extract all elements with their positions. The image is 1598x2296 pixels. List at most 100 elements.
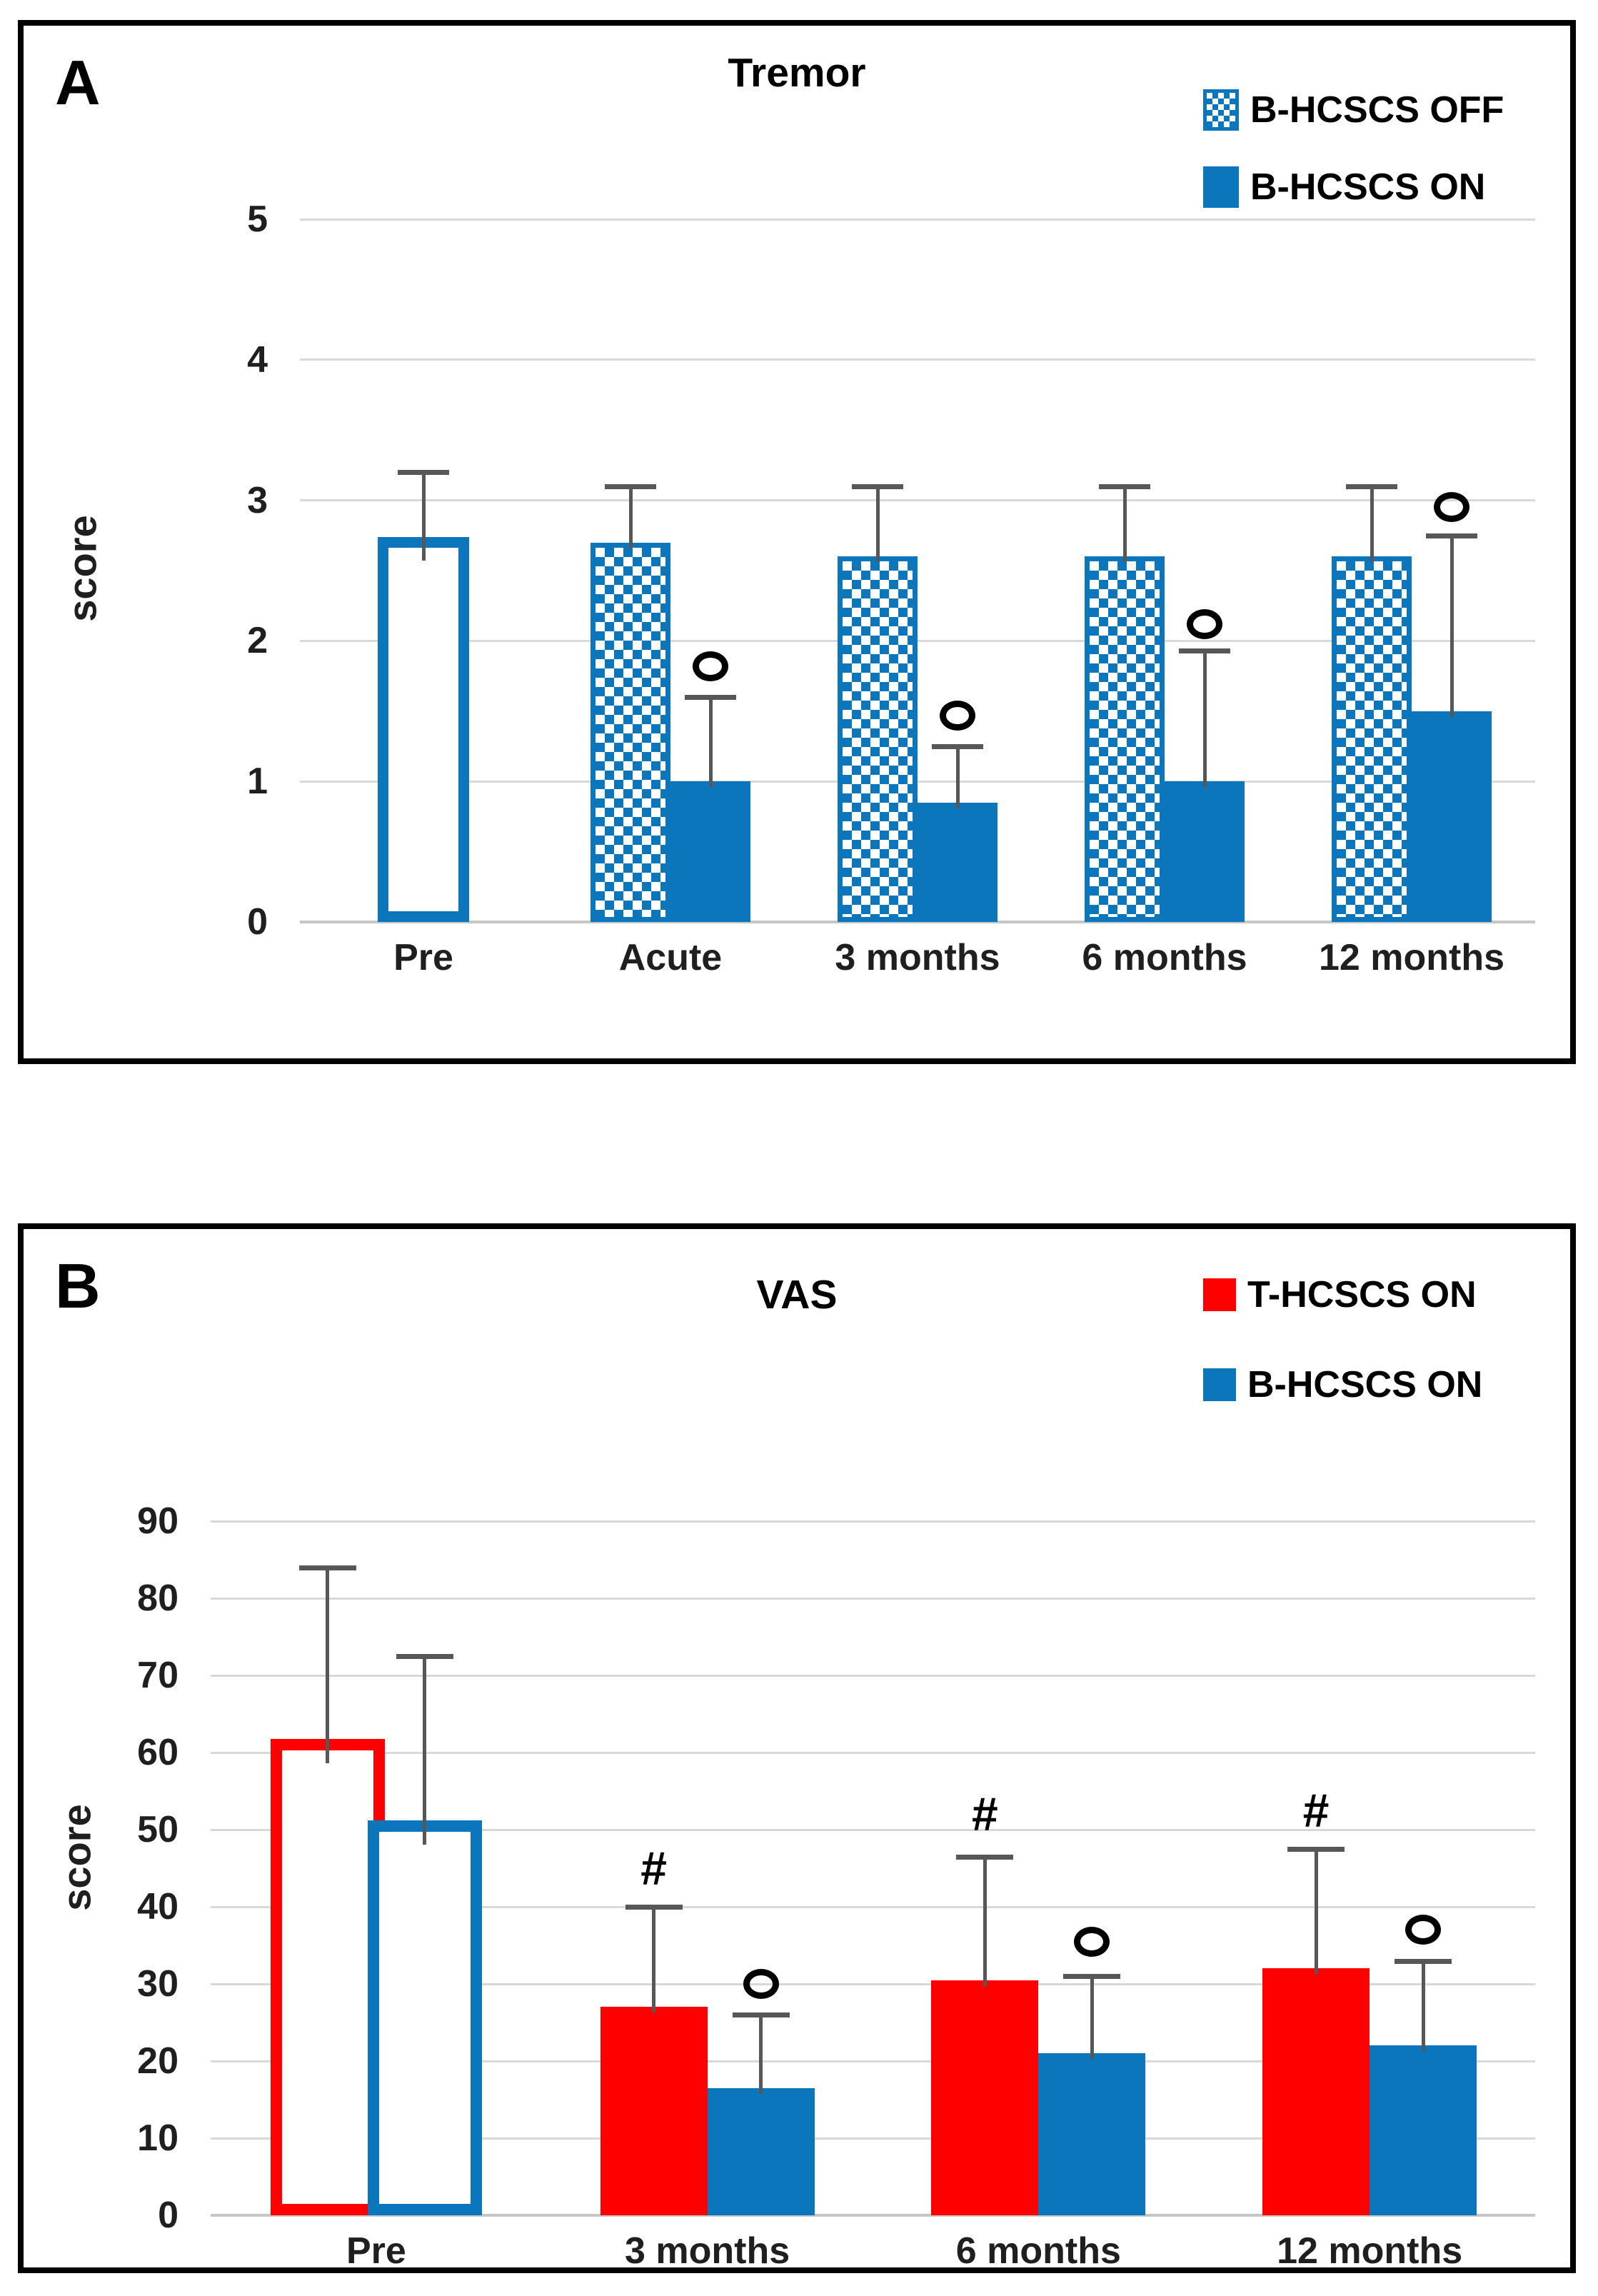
error-bar-cap	[732, 2012, 790, 2018]
error-bar	[423, 1656, 427, 1845]
error-bar-cap	[956, 1854, 1014, 1860]
error-bar	[1314, 1849, 1318, 1975]
bar-pre-baseline	[378, 537, 469, 922]
gridline	[211, 1597, 1535, 1600]
gridline	[211, 1674, 1535, 1677]
gridline	[211, 1520, 1535, 1523]
y-tick-label: 20	[137, 2040, 179, 2082]
bar-b-hcscs-on	[367, 1820, 482, 2215]
legend-item: B-HCSCS OFF	[1203, 87, 1504, 133]
legend-label: B-HCSCS OFF	[1250, 89, 1504, 131]
error-bar-cap	[1099, 483, 1150, 489]
error-bar-cap	[396, 1654, 453, 1659]
bar-b-hcscs-on	[670, 781, 750, 922]
gridline	[300, 639, 1535, 642]
panel-b-plot-area: 0 10 20 30 40 50 60 70 80 90 Pre 3 months #6 months #…	[137, 1502, 1535, 2272]
significance-circle-marker	[743, 1969, 779, 1999]
y-tick-label: 1	[247, 761, 268, 803]
significance-hash-marker: #	[640, 1842, 667, 1895]
bar-b-hcscs-on	[1370, 2045, 1477, 2215]
x-axis-label: 12 months	[1277, 2230, 1463, 2272]
gridline	[300, 499, 1535, 502]
significance-hash-marker: #	[972, 1788, 998, 1841]
gridline	[300, 780, 1535, 783]
y-tick-label: 3	[247, 479, 268, 521]
error-bar	[759, 2015, 763, 2094]
legend-label: B-HCSCS ON	[1247, 1364, 1483, 1405]
y-tick-label: 2	[247, 620, 268, 662]
y-tick-label: 50	[137, 1809, 179, 1850]
bar-b-hcscs-on	[707, 2087, 815, 2215]
panel-a-legend: B-HCSCS OFF B-HCSCS ON	[1203, 87, 1504, 210]
significance-circle-marker	[1405, 1915, 1442, 1945]
y-tick-label: 80	[137, 1578, 179, 1619]
error-bar-cap	[685, 695, 736, 701]
significance-circle-marker	[1434, 492, 1469, 523]
panel-b-legend: T-HCSCS ON B-HCSCS ON	[1203, 1276, 1482, 1403]
y-tick-label: 0	[247, 901, 268, 943]
error-bar-cap	[1063, 1974, 1121, 1980]
error-bar-cap	[1426, 533, 1477, 538]
legend-swatch-solid-blue	[1203, 166, 1239, 208]
error-bar-cap	[1395, 1958, 1452, 1964]
error-bar	[1122, 486, 1127, 563]
y-tick-label: 4	[247, 339, 268, 381]
y-tick-label: 30	[137, 1963, 179, 2005]
x-axis-label: 6 months	[955, 2230, 1121, 2272]
error-bar-cap	[398, 470, 449, 476]
gridline	[300, 359, 1535, 361]
panel-a-letter: A	[55, 47, 101, 118]
error-bar	[628, 486, 633, 548]
bar-b-hcscs-on	[918, 802, 998, 922]
panel-b-title: VAS	[756, 1272, 838, 1318]
bar-b-hcscs-on	[1412, 711, 1492, 922]
x-axis-label: Pre	[346, 2230, 406, 2272]
error-bar-cap	[932, 744, 983, 749]
legend-item: B-HCSCS ON	[1203, 164, 1504, 210]
x-axis-line	[211, 2214, 1535, 2217]
panel-b-letter: B	[55, 1250, 101, 1321]
bar-b-hcscs-off	[1332, 556, 1412, 922]
error-bar	[1202, 651, 1207, 788]
bar-b-hcscs-off	[1085, 556, 1165, 922]
bar-b-hcscs-off	[591, 542, 670, 922]
x-axis-line	[300, 921, 1535, 923]
y-tick-label: 5	[247, 199, 268, 240]
gridline	[211, 2137, 1535, 2140]
x-axis-label: Acute	[618, 937, 723, 978]
gridline	[211, 1905, 1535, 1908]
gridline	[211, 2060, 1535, 2062]
y-tick-label: 70	[137, 1655, 179, 1696]
significance-hash-marker: #	[1302, 1784, 1330, 1837]
y-tick-label: 10	[137, 2117, 179, 2159]
bar-b-hcscs-on	[1038, 2053, 1146, 2215]
y-tick-label: 0	[158, 2195, 179, 2236]
x-axis-label: 6 months	[1082, 937, 1247, 978]
significance-circle-marker	[1074, 1926, 1110, 1957]
error-bar-cap	[625, 1905, 683, 1910]
legend-swatch-solid-red	[1203, 1278, 1236, 1311]
legend-label: T-HCSCS ON	[1247, 1274, 1477, 1315]
error-bar	[1449, 535, 1454, 717]
gridline	[211, 1751, 1535, 1754]
error-bar	[1370, 486, 1374, 563]
error-bar	[708, 697, 713, 788]
y-tick-label: 90	[137, 1500, 179, 1542]
error-bar-cap	[1179, 648, 1230, 654]
error-bar	[875, 486, 880, 563]
x-axis-label: 3 months	[835, 937, 1000, 978]
error-bar	[421, 472, 426, 561]
bar-t-hcscs-on	[931, 1980, 1039, 2215]
x-axis-label: 12 months	[1318, 937, 1505, 978]
error-bar	[983, 1856, 987, 1986]
error-bar-cap	[298, 1565, 356, 1570]
bar-t-hcscs-on	[1262, 1968, 1370, 2215]
y-tick-label: 40	[137, 1886, 179, 1927]
error-bar-cap	[852, 483, 903, 489]
gridline	[211, 1982, 1535, 1985]
y-tick-label: 60	[137, 1732, 179, 1773]
error-bar	[1421, 1960, 1425, 2052]
significance-circle-marker	[1187, 608, 1222, 639]
x-axis-label: Pre	[393, 937, 453, 978]
